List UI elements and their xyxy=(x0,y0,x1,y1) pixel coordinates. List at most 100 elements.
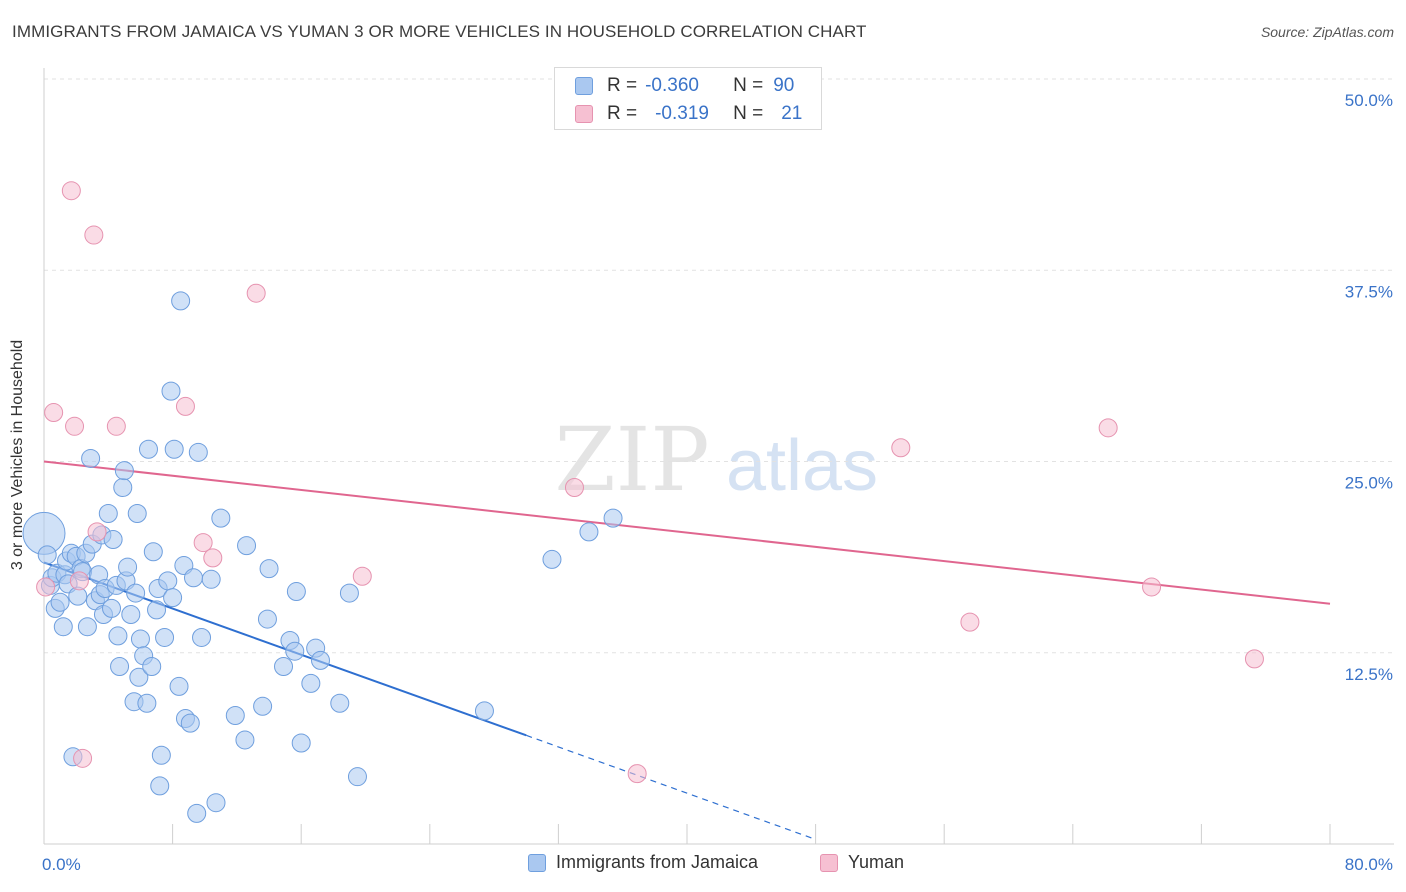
point-jamaica xyxy=(235,730,255,750)
point-yuman xyxy=(246,283,266,303)
point-jamaica xyxy=(542,549,562,569)
point-jamaica xyxy=(180,713,200,733)
legend-swatch-jamaica xyxy=(528,853,546,872)
y-tick-label: 37.5% xyxy=(1345,282,1393,301)
point-jamaica xyxy=(253,696,273,716)
point-yuman xyxy=(564,478,584,498)
point-yuman xyxy=(1244,649,1264,669)
point-jamaica xyxy=(158,571,178,591)
point-jamaica xyxy=(211,508,231,528)
legend-swatch-yuman xyxy=(820,853,838,872)
legend-item-jamaica: Immigrants from Jamaica xyxy=(528,852,758,873)
trend-line-jamaica-extension xyxy=(526,734,816,840)
x-tick-label: 80.0% xyxy=(1345,855,1393,874)
legend-item-yuman: Yuman xyxy=(820,852,904,873)
point-yuman xyxy=(1142,577,1162,597)
point-jamaica xyxy=(291,733,311,753)
point-yuman xyxy=(960,612,980,632)
point-jamaica xyxy=(113,478,133,498)
point-jamaica xyxy=(274,657,294,677)
point-yuman xyxy=(352,566,372,586)
y-tick-label: 12.5% xyxy=(1345,665,1393,684)
stats-swatch-jamaica xyxy=(575,77,593,95)
point-jamaica xyxy=(301,673,321,693)
point-jamaica xyxy=(259,559,279,579)
point-jamaica xyxy=(138,439,158,459)
point-jamaica xyxy=(77,617,97,637)
point-jamaica xyxy=(257,609,277,629)
watermark: ZIP atlas xyxy=(554,408,878,511)
point-jamaica xyxy=(188,442,208,462)
point-jamaica xyxy=(142,657,162,677)
stats-r-value: -0.360 xyxy=(645,75,699,96)
point-yuman xyxy=(84,225,104,245)
point-jamaica xyxy=(155,627,175,647)
legend-label-jamaica: Immigrants from Jamaica xyxy=(556,852,759,872)
stats-r-value: -0.319 xyxy=(655,103,709,124)
trend-line-yuman xyxy=(43,460,1331,605)
trend-lines xyxy=(43,460,1331,840)
axes xyxy=(43,68,1394,845)
point-jamaica xyxy=(201,569,221,589)
point-yuman xyxy=(65,416,85,436)
point-yuman xyxy=(73,748,93,768)
point-jamaica xyxy=(183,568,203,588)
stats-r-label: R = xyxy=(607,75,638,96)
grid-lines xyxy=(44,78,1394,654)
point-jamaica xyxy=(339,583,359,603)
point-jamaica xyxy=(164,439,184,459)
point-jamaica xyxy=(121,605,141,624)
point-yuman xyxy=(891,438,911,458)
point-jamaica xyxy=(130,629,150,649)
point-jamaica xyxy=(163,588,183,608)
stats-n-value: 90 xyxy=(773,75,795,96)
point-jamaica xyxy=(225,705,245,725)
point-jamaica xyxy=(330,693,350,713)
stats-row-yuman: R = -0.319 N = 21 xyxy=(575,101,802,127)
point-jamaica xyxy=(192,627,212,647)
point-jamaica xyxy=(143,542,163,562)
legend-label-yuman: Yuman xyxy=(848,852,905,872)
point-jamaica xyxy=(127,504,147,524)
point-jamaica xyxy=(81,448,101,468)
point-yuman xyxy=(175,396,195,416)
stats-row-jamaica: R = -0.360 N = 90 xyxy=(575,73,794,99)
point-jamaica xyxy=(110,657,130,677)
point-jamaica xyxy=(169,676,189,696)
point-jamaica xyxy=(603,508,623,528)
stats-r-label: R = xyxy=(607,103,638,124)
point-jamaica xyxy=(310,650,330,670)
point-jamaica xyxy=(286,582,306,602)
point-yuman xyxy=(87,522,107,542)
data-points xyxy=(22,181,1264,823)
tick-labels: 12.5% 25.0% 37.5% 50.0% 0.0% 80.0% xyxy=(42,91,1393,874)
stats-legend: R = -0.360 N = 90 R = -0.319 N = 21 xyxy=(554,67,822,130)
point-jamaica xyxy=(171,291,191,311)
stats-n-label: N = xyxy=(733,75,764,96)
point-jamaica xyxy=(137,693,157,713)
y-tick-label: 25.0% xyxy=(1345,474,1393,493)
point-jamaica xyxy=(579,522,599,542)
point-jamaica xyxy=(126,583,146,603)
y-axis-label: 3 or more Vehicles in Household xyxy=(9,339,26,571)
point-jamaica xyxy=(98,504,118,524)
point-yuman xyxy=(69,571,89,591)
trend-line-jamaica xyxy=(43,561,527,737)
source-credit: Source: ZipAtlas.com xyxy=(1260,24,1394,40)
point-jamaica xyxy=(151,745,171,765)
point-jamaica xyxy=(285,641,305,661)
point-yuman xyxy=(106,416,126,436)
chart-title: IMMIGRANTS FROM JAMAICA VS YUMAN 3 OR MO… xyxy=(12,22,867,41)
point-jamaica xyxy=(147,600,167,620)
point-jamaica xyxy=(161,381,181,401)
point-yuman xyxy=(193,533,213,553)
point-jamaica xyxy=(53,617,73,637)
point-jamaica xyxy=(114,461,134,481)
point-jamaica xyxy=(50,592,70,612)
point-yuman xyxy=(203,548,223,568)
stats-n-value: 21 xyxy=(781,103,803,124)
stats-swatch-yuman xyxy=(575,105,593,123)
watermark-atlas: atlas xyxy=(726,426,878,506)
point-jamaica xyxy=(103,530,123,550)
